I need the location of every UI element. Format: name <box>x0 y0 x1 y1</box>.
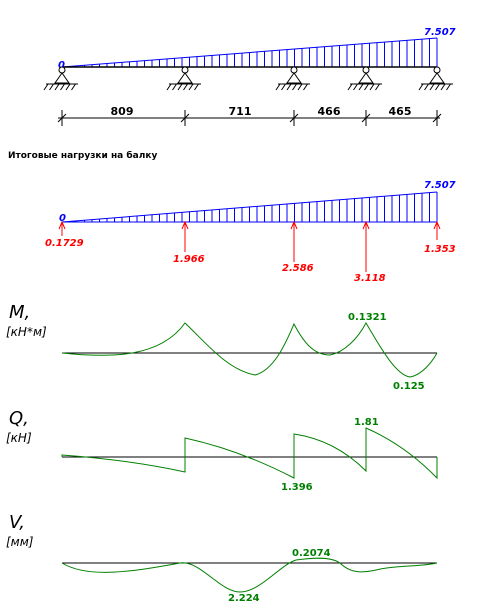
reaction-label-5: 1.353 <box>424 244 456 255</box>
support-pin <box>433 66 441 74</box>
shear-max-label: 1.81 <box>354 417 379 428</box>
support-pin <box>58 66 66 74</box>
support-ground-hatch <box>297 83 303 91</box>
reaction-label-1: 0.1729 <box>45 238 84 249</box>
dimension-tick <box>57 113 67 123</box>
dimension-ticks <box>57 110 442 126</box>
reaction-arrow-head <box>181 220 189 230</box>
support-ground-hatch <box>71 83 76 91</box>
top-beam-scheme: 0 7.507 809 711 466 465 <box>43 27 456 126</box>
support-ground-hatch <box>364 83 369 91</box>
deflection-max-label: 0.2074 <box>292 548 331 559</box>
reaction-arrow-head <box>433 220 441 230</box>
support-pin <box>362 66 370 74</box>
load-envelope-line <box>61 37 438 68</box>
load-start-label: 0 <box>58 60 65 71</box>
support-ground-hatch <box>43 83 49 91</box>
dimension-tick <box>361 113 371 123</box>
load-envelope-line <box>61 191 438 223</box>
support-ground-hatch <box>194 83 199 91</box>
support-ground-hatch <box>303 83 308 91</box>
shear-unit: [кН] <box>6 431 32 445</box>
support-ground-hatch <box>60 83 65 91</box>
dimension-tick <box>180 113 190 123</box>
support-ground-hatch <box>286 83 292 91</box>
support-ground-hatch <box>54 83 60 91</box>
shear-curve <box>61 427 438 480</box>
load-end-label: 7.507 <box>424 27 456 38</box>
support-ground-hatch <box>347 83 353 91</box>
support-ground-hatch <box>188 83 194 91</box>
support-triangle <box>358 72 374 84</box>
support-ground-hatch <box>353 83 358 91</box>
span-label-4: 465 <box>389 105 412 118</box>
loads-heading: Итоговые нагрузки на балку <box>8 150 157 161</box>
support-ground-hatch <box>446 83 451 91</box>
moment-min-label: 0.125 <box>393 381 425 392</box>
support-ground-hatch <box>49 83 54 91</box>
reaction-label-4: 3.118 <box>354 273 386 284</box>
support-ground-hatch <box>424 83 429 91</box>
load-end-label: 7.507 <box>424 180 456 191</box>
support-ground-hatch <box>65 83 71 91</box>
support-ground-hatch <box>418 83 424 91</box>
support-ground-hatch <box>166 83 172 91</box>
reaction-arrow-head <box>58 220 66 230</box>
shear-symbol: Q, <box>9 408 29 429</box>
dimension-tick <box>289 113 299 123</box>
support-pin <box>290 66 298 74</box>
deflection-unit: [мм] <box>6 535 34 549</box>
deflection-curve <box>61 557 438 593</box>
deflection-min-label: 2.224 <box>228 593 260 604</box>
distributed-load-hatch <box>69 38 438 67</box>
support-ground-hatch <box>435 83 440 91</box>
support-ground-hatch <box>358 83 364 91</box>
support-ground-hatch <box>440 83 446 91</box>
support-ground-hatch <box>172 83 177 91</box>
dimension-tick <box>432 113 442 123</box>
support-ground-hatch <box>292 83 297 91</box>
reaction-arrow-head <box>290 220 298 230</box>
moment-diagram: M, [кН*м] 0.1321 0.125 <box>6 302 438 392</box>
support-ground-hatch <box>177 83 183 91</box>
support-triangle <box>429 72 445 84</box>
span-label-1: 809 <box>111 105 134 118</box>
reaction-arrow-head <box>362 220 370 230</box>
shear-min-label: 1.396 <box>281 482 313 493</box>
support-pin <box>181 66 189 74</box>
support-ground-hatch <box>275 83 281 91</box>
reaction-arrows <box>58 220 441 272</box>
span-label-2: 711 <box>229 105 252 118</box>
support-triangle <box>286 72 302 84</box>
support-triangle <box>54 72 70 84</box>
load-start-label: 0 <box>59 213 66 224</box>
shear-diagram: Q, [кН] 1.81 1.396 <box>6 408 438 493</box>
supports-group <box>43 66 453 91</box>
moment-curve <box>61 321 438 378</box>
reaction-label-3: 2.586 <box>282 263 314 274</box>
support-ground-hatch <box>369 83 375 91</box>
span-label-3: 466 <box>318 105 341 118</box>
reaction-label-2: 1.966 <box>173 254 205 265</box>
support-ground-hatch <box>183 83 188 91</box>
support-triangle <box>177 72 193 84</box>
support-ground-hatch <box>429 83 435 91</box>
deflection-diagram: V, [мм] 0.2074 2.224 <box>6 512 438 604</box>
moment-max-label: 0.1321 <box>348 312 387 323</box>
moment-unit: [кН*м] <box>6 325 47 339</box>
moment-symbol: M, <box>9 302 30 323</box>
loads-beam-scheme: 0 7.507 0.1729 1.966 2.586 3.118 1.353 <box>45 180 456 284</box>
deflection-symbol: V, <box>9 512 25 533</box>
support-ground-hatch <box>375 83 380 91</box>
support-ground-hatch <box>281 83 286 91</box>
